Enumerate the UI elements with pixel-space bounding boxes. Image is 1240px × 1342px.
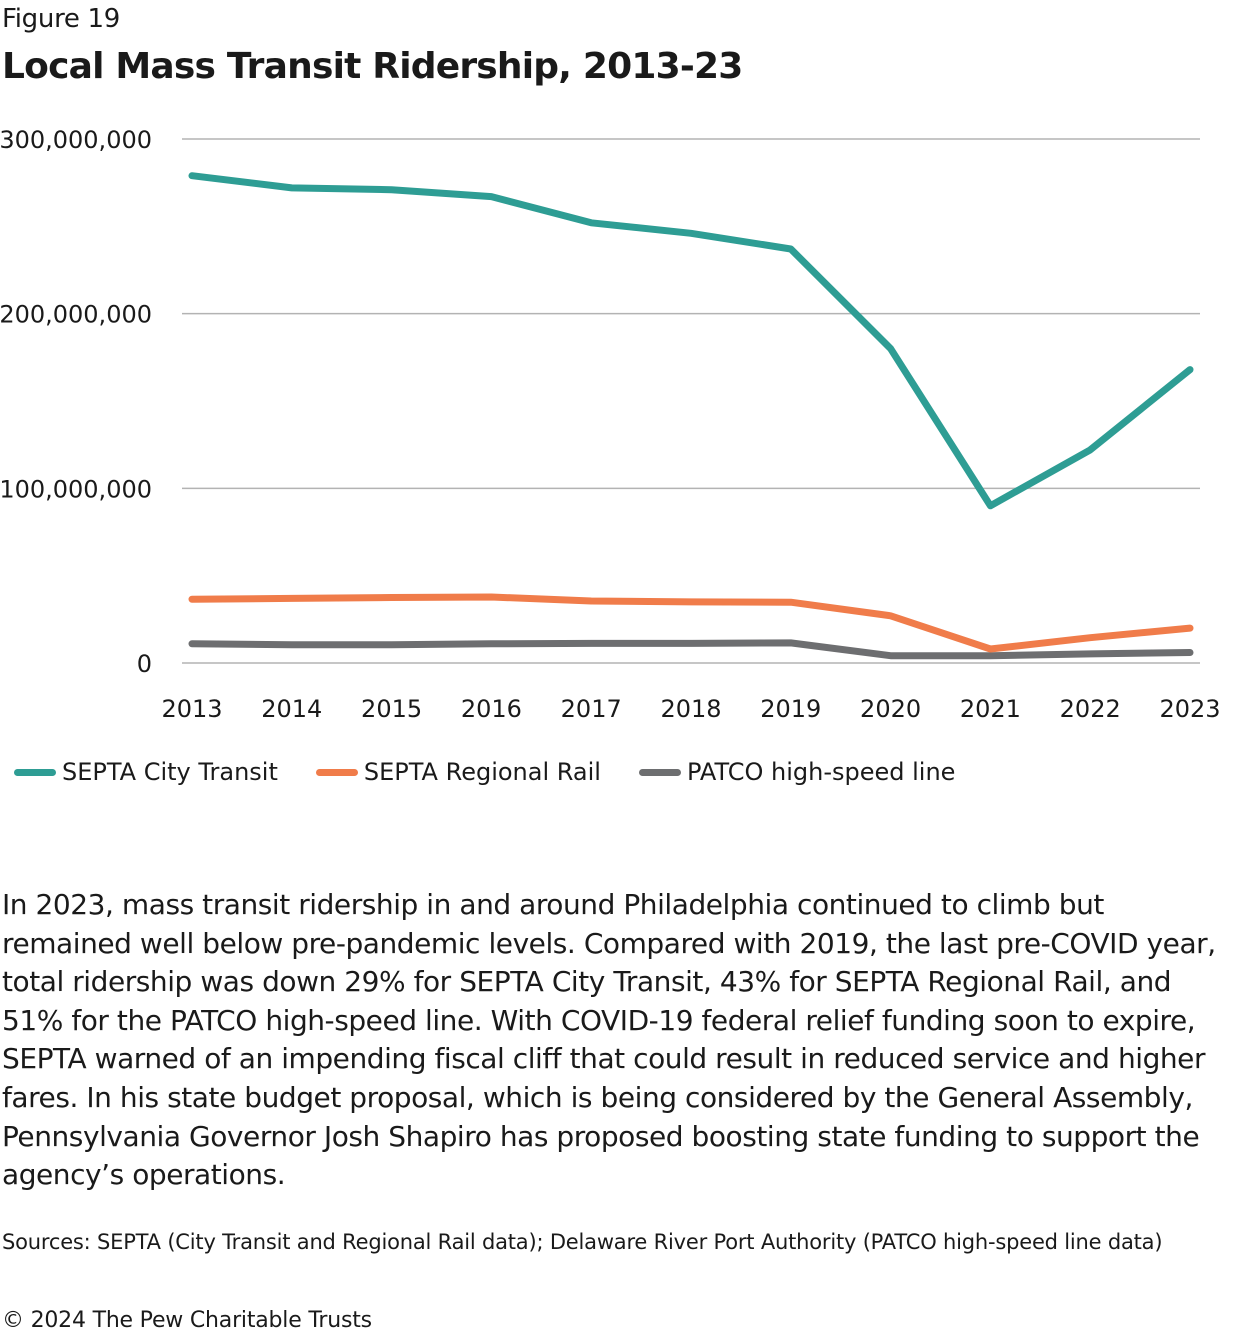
legend-label-septa-city-transit: SEPTA City Transit xyxy=(62,758,278,786)
y-tick-label: 0 xyxy=(137,650,152,678)
y-axis-ticks: 0 100,000,000 200,000,000 300,000,000 xyxy=(0,126,152,678)
legend-swatch-patco xyxy=(638,768,681,776)
series-line-patco-high-speed-line xyxy=(188,639,1194,660)
y-tick-label: 200,000,000 xyxy=(0,301,152,329)
description-paragraph: In 2023, mass transit ridership in and a… xyxy=(2,888,1216,1192)
x-tick-label: 2015 xyxy=(361,695,422,723)
legend-swatch-septa-regional-rail xyxy=(315,768,358,776)
gridlines xyxy=(182,138,1200,664)
series-lines xyxy=(188,172,1194,660)
series-line-septa-city-transit xyxy=(188,172,1194,510)
figure-label: Figure 19 xyxy=(2,4,121,34)
series-line-septa-regional-rail xyxy=(188,593,1194,653)
x-tick-label: 2022 xyxy=(1060,695,1121,723)
legend-swatch-septa-city-transit xyxy=(14,768,56,776)
copyright-notice: © 2024 The Pew Charitable Trusts xyxy=(2,1308,372,1333)
legend-label-patco: PATCO high-speed line xyxy=(686,758,956,786)
y-tick-label: 100,000,000 xyxy=(0,475,152,503)
x-tick-label: 2016 xyxy=(461,695,522,723)
legend-label-septa-regional-rail: SEPTA Regional Rail xyxy=(363,758,601,786)
y-tick-label: 300,000,000 xyxy=(0,126,152,154)
x-tick-label: 2014 xyxy=(261,695,322,723)
legend-item-patco: PATCO high-speed line xyxy=(638,758,956,786)
x-tick-label: 2021 xyxy=(960,695,1021,723)
x-tick-label: 2019 xyxy=(760,695,821,723)
sources-note: Sources: SEPTA (City Transit and Regiona… xyxy=(2,1230,1163,1254)
x-axis-ticks: 2013 2014 2015 2016 2017 2018 2019 2020 2021 2022… xyxy=(161,695,1220,723)
chart-title: Local Mass Transit Ridership, 2013-23 xyxy=(2,46,743,87)
legend-item-septa-regional-rail: SEPTA Regional Rail xyxy=(315,758,601,786)
legend-item-septa-city-transit: SEPTA City Transit xyxy=(14,758,278,786)
chart-legend: SEPTA City Transit SEPTA Regional Rail P… xyxy=(14,758,993,786)
x-tick-label: 2013 xyxy=(161,695,222,723)
x-tick-label: 2020 xyxy=(860,695,921,723)
x-tick-label: 2017 xyxy=(561,695,622,723)
x-tick-label: 2023 xyxy=(1159,695,1220,723)
x-tick-label: 2018 xyxy=(660,695,721,723)
